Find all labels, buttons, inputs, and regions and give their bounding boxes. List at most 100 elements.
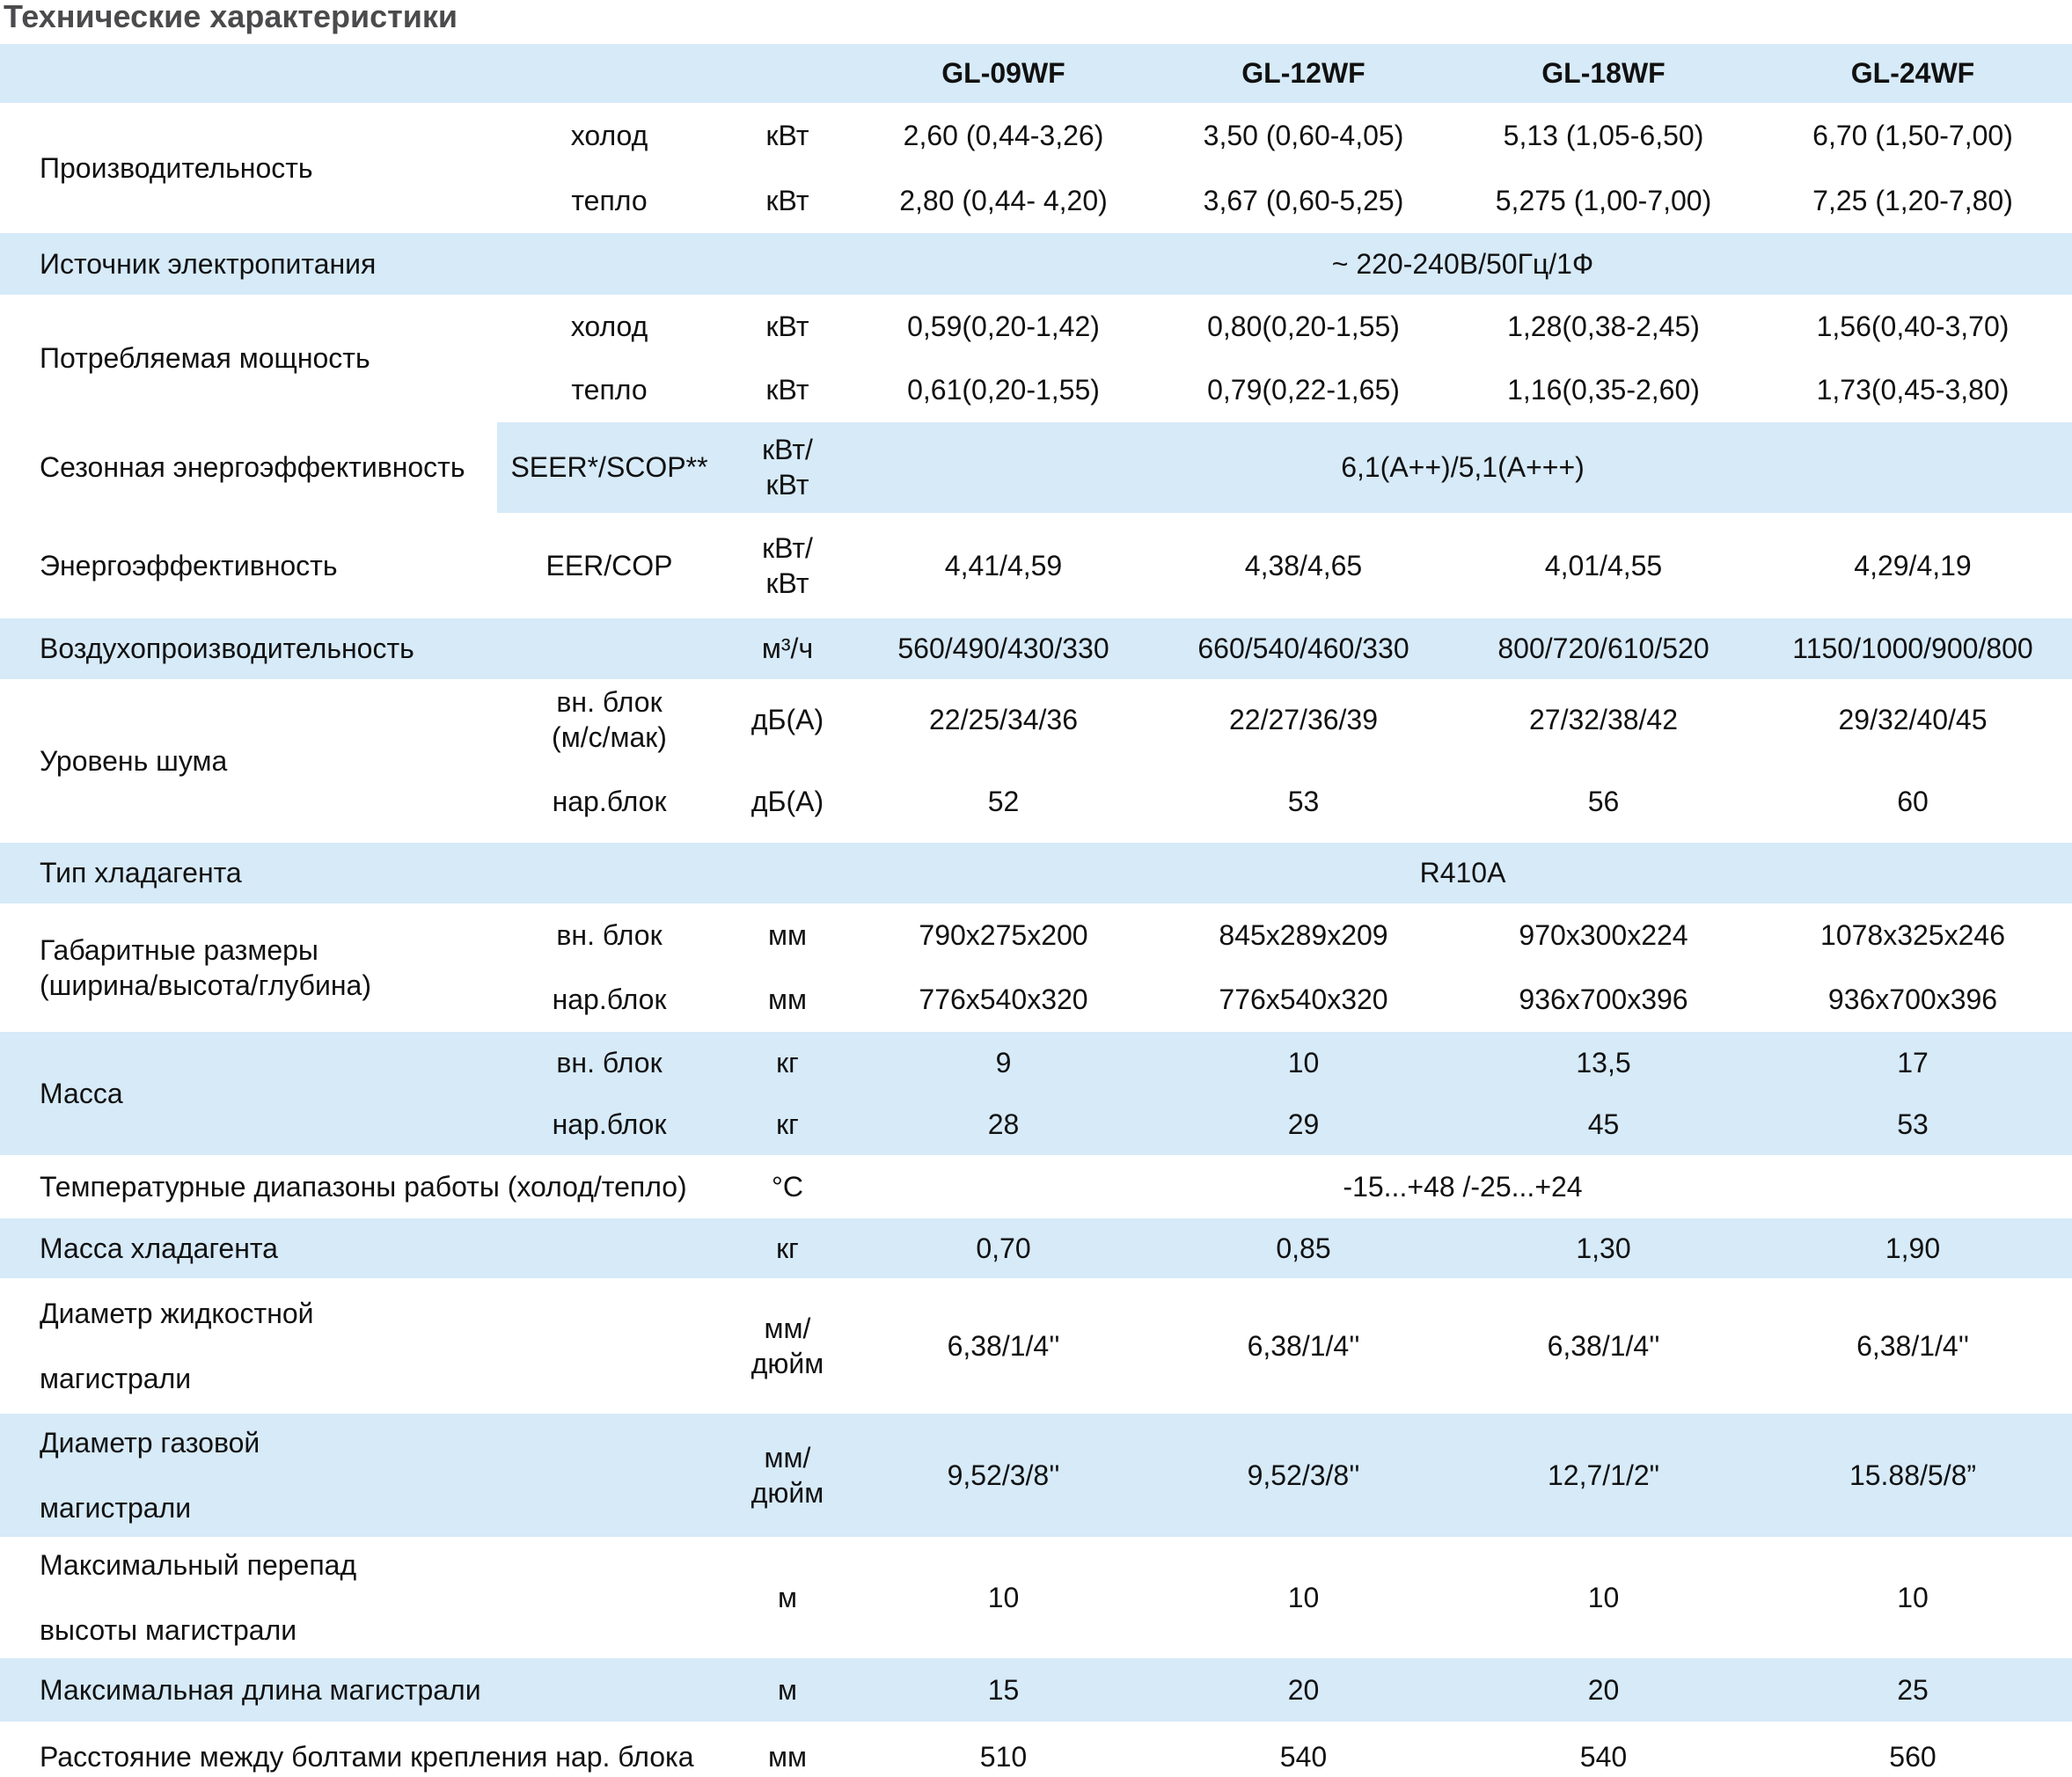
row-label: Уровень шума [40,744,228,777]
unit-cell: кВт [765,184,809,216]
row-label: Производительность [40,151,313,184]
unit-cell: дБ(А) [750,786,824,818]
row-sublabel: тепло [571,184,648,216]
value-cell: 3,67 (0,60-5,25) [1203,184,1404,216]
value-cell: 9,52/3/8'' [947,1459,1060,1491]
model-header: GL-18WF [1541,57,1666,90]
value-cell: 0,61(0,20-1,55) [907,374,1100,406]
row-refrigerant-type: Тип хладагента R410A [0,843,2072,903]
spec-table: GL-09WF GL-12WF GL-18WF GL-24WF Производ… [0,44,2072,1777]
row-efficiency: Энергоэффективность EER/COP кВт/ кВт 4,4… [0,513,2072,618]
value-cell: 560/490/430/330 [897,633,1109,665]
value-cell: 1150/1000/900/800 [1792,633,2033,665]
row-sublabel: вн. блок [556,1046,663,1079]
row-label: Диаметр жидкостной магистрали [0,1278,721,1414]
unit-cell: кВт [765,119,809,151]
row-label: Воздухопроизводительность [40,633,414,665]
value-cell: 1078x325x246 [1820,919,2005,952]
value-cell: 9 [995,1046,1012,1079]
row-air-flow: Воздухопроизводительность м³/ч 560/490/4… [0,618,2072,679]
span-value-cell: -15...+48 /-25...+24 [1343,1170,1583,1203]
value-cell: 10 [1287,1581,1320,1613]
value-cell: 0,70 [976,1232,1031,1264]
value-cell: 22/25/34/36 [928,704,1079,736]
value-cell: 845x289x209 [1219,919,1388,952]
row-label: Максимальная длина магистрали [40,1673,481,1706]
value-cell: 4,01/4,55 [1544,549,1663,581]
value-cell: 776x540x320 [1219,984,1388,1016]
value-cell: 660/540/460/330 [1197,633,1409,665]
value-cell: 0,59(0,20-1,42) [907,310,1100,342]
row-label: Энергоэффективность [40,549,338,581]
model-header: GL-24WF [1850,57,1975,90]
value-cell: 6,38/1/4'' [1856,1329,1969,1362]
value-cell: 936x700x396 [1519,984,1688,1016]
span-value-cell: ~ 220-240В/50Гц/1Ф [1331,247,1594,280]
text-line: вн. блок [556,686,663,719]
text-line: высоты магистрали [40,1613,297,1646]
value-cell: 17 [1897,1046,1929,1079]
value-cell: 29/32/40/45 [1838,704,1988,736]
value-cell: 1,30 [1576,1232,1631,1264]
value-cell: 25 [1897,1673,1929,1706]
value-cell: 970x300x224 [1519,919,1688,952]
value-cell: 4,41/4,59 [944,549,1063,581]
value-cell: 936x700x396 [1827,984,1998,1016]
row-sublabel: вн. блок [556,919,663,952]
value-cell: 4,29/4,19 [1854,549,1972,581]
row-sublabel: EER/COP [545,549,673,581]
row-label: Сезонная энергоэффективность [40,451,465,484]
text-line: магистрали [40,1362,192,1394]
row-weight: Масса вн. блок кг 9 10 13,5 17 нар.блок … [0,1032,2072,1155]
value-cell: 20 [1587,1673,1620,1706]
value-cell: 10 [1897,1581,1929,1613]
unit-cell: кВт [765,374,809,406]
unit-cell: мм [768,919,807,952]
row-label: Потребляемая мощность [40,342,370,375]
value-cell: 800/720/610/520 [1497,633,1710,665]
value-cell: 22/27/36/39 [1228,704,1379,736]
value-cell: 5,13 (1,05-6,50) [1503,119,1704,151]
value-cell: 0,80(0,20-1,55) [1207,310,1400,342]
value-cell: 9,52/3/8'' [1247,1459,1360,1491]
row-max-line-length: Максимальная длина магистрали м 15 20 20… [0,1658,2072,1722]
row-sublabel: вн. блок (м/с/мак) [497,679,721,761]
value-cell: 2,60 (0,44-3,26) [903,119,1104,151]
row-sublabel: холод [570,310,648,342]
text-line: Габаритные размеры [40,933,318,966]
value-cell: 56 [1587,786,1620,818]
unit-cell: °C [772,1170,803,1203]
value-cell: 10 [1587,1581,1620,1613]
unit-cell: м³/ч [761,633,814,665]
model-header: GL-12WF [1241,57,1365,90]
row-refrigerant-weight: Масса хладагента кг 0,70 0,85 1,30 1,90 [0,1218,2072,1278]
value-cell: 45 [1587,1108,1620,1140]
text-line: мм/ [764,1312,811,1344]
text-line: магистрали [40,1491,192,1524]
value-cell: 510 [979,1740,1028,1773]
value-cell: 6,38/1/4'' [947,1329,1060,1362]
value-cell: 29 [1287,1108,1320,1140]
unit-cell: кВт [765,310,809,342]
text-line: дюйм [750,1347,824,1379]
text-line: кВт [765,469,809,501]
table-header-row: GL-09WF GL-12WF GL-18WF GL-24WF [0,44,2072,103]
value-cell: 1,90 [1885,1232,1941,1264]
value-cell: 1,16(0,35-2,60) [1507,374,1700,406]
row-power-consumption: Потребляемая мощность холод кВт 0,59(0,2… [0,295,2072,422]
row-label: Максимальный перепад высоты магистрали [0,1537,721,1658]
text-line: дюйм [750,1476,824,1509]
row-noise-level: Уровень шума вн. блок (м/с/мак) дБ(А) 22… [0,679,2072,843]
row-label: Масса [40,1077,123,1109]
unit-cell: м [778,1581,797,1613]
value-cell: 0,79(0,22-1,65) [1207,374,1400,406]
row-label: Диаметр газовой магистрали [0,1414,721,1537]
row-label: Источник электропитания [40,247,377,280]
value-cell: 15.88/5/8” [1849,1459,1977,1491]
row-seasonal-efficiency: Сезонная энергоэффективность SEER*/SCOP*… [0,422,2072,513]
value-cell: 10 [1287,1046,1320,1079]
value-cell: 3,50 (0,60-4,05) [1203,119,1404,151]
unit-cell: кг [776,1232,799,1264]
value-cell: 20 [1287,1673,1320,1706]
value-cell: 540 [1279,1740,1328,1773]
